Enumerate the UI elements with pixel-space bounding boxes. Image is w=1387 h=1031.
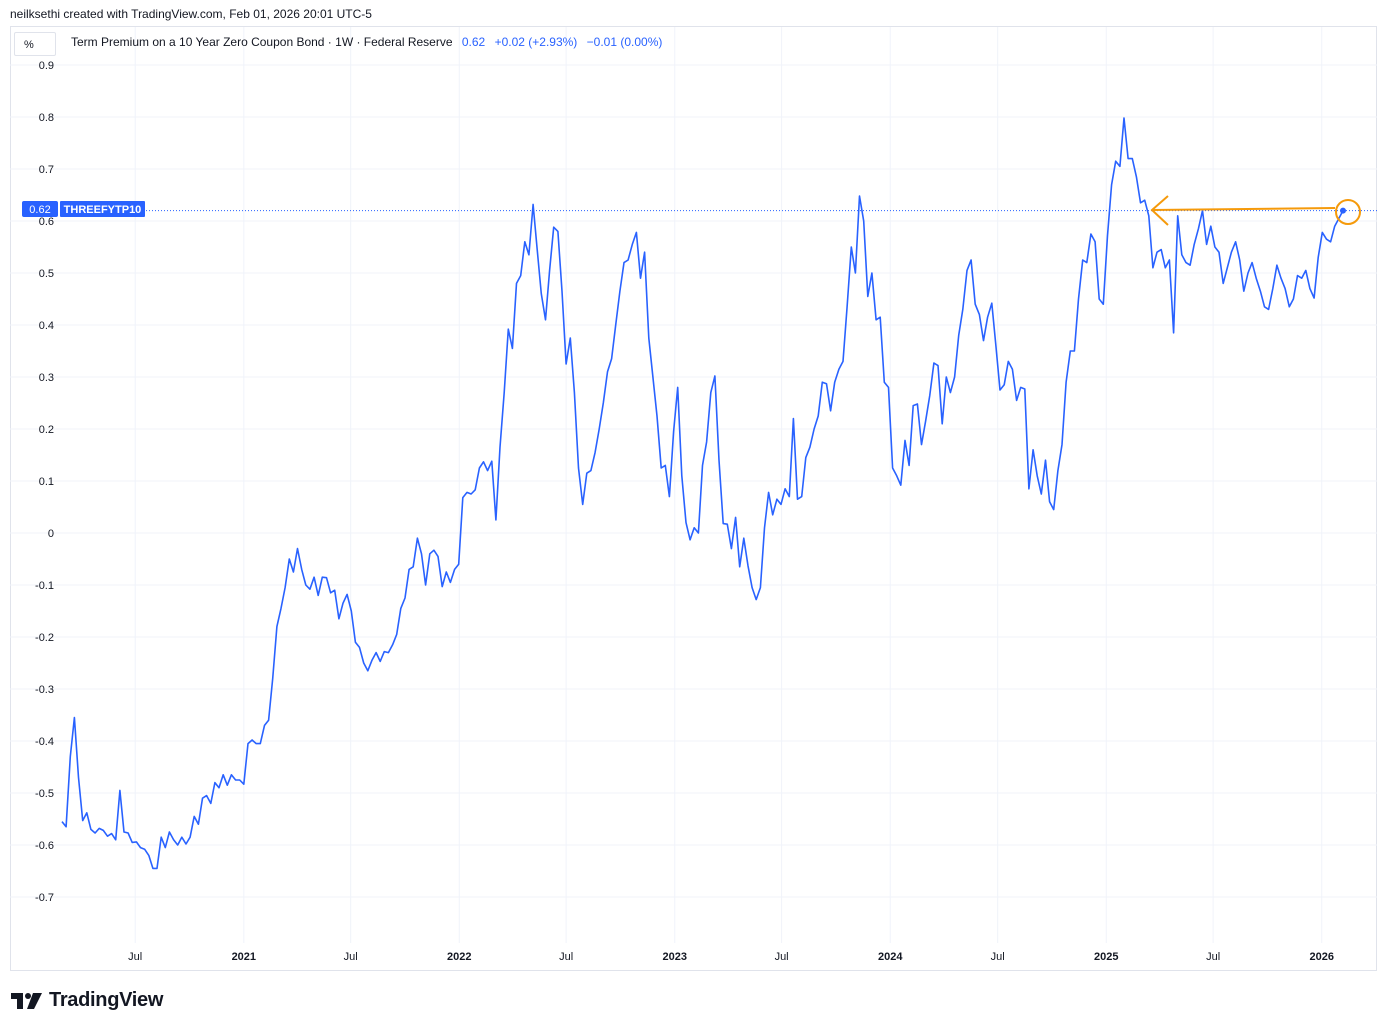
price-tag: 0.62 THREEFYTP10 (22, 201, 145, 217)
chart-credit: neilksethi created with TradingView.com,… (10, 7, 372, 21)
grid (10, 27, 1377, 943)
x-tick-label: Jul (128, 951, 142, 963)
y-tick-label: 0 (48, 528, 54, 540)
price-tag-value: 0.62 (29, 204, 50, 216)
chart-frame (10, 26, 1377, 971)
y-tick-label: 0.8 (39, 112, 54, 124)
annotation-arrow-line (1151, 207, 1336, 211)
y-tick-label: -0.2 (35, 632, 54, 644)
x-tick-label: 2025 (1094, 951, 1118, 963)
series-title: Term Premium on a 10 Year Zero Coupon Bo… (71, 35, 453, 49)
change-value-secondary: −0.01 (0.00%) (586, 35, 663, 49)
y-tick-label: 0.6 (39, 216, 54, 228)
x-tick-label: 2022 (447, 951, 471, 963)
x-axis: Jul 2021 Jul 2022 Jul 2023 Jul 2024 Jul 2025 Jul 20… (128, 951, 1334, 963)
y-tick-label: 0.5 (39, 268, 54, 280)
x-tick-label: 2026 (1310, 951, 1334, 963)
x-tick-label: Jul (344, 951, 358, 963)
y-tick-label: 0.3 (39, 372, 54, 384)
y-tick-label: -0.4 (35, 736, 54, 748)
tradingview-logo-icon (11, 992, 42, 1009)
x-tick-label: Jul (991, 951, 1005, 963)
tradingview-logo-text: TradingView (49, 989, 164, 1011)
last-value: 0.62 (461, 35, 486, 49)
x-tick-label: Jul (1206, 951, 1220, 963)
x-tick-label: Jul (775, 951, 789, 963)
annotation (1150, 195, 1361, 226)
x-tick-label: 2024 (878, 951, 903, 963)
x-tick-label: 2023 (663, 951, 687, 963)
unit-selector[interactable]: % (14, 32, 56, 56)
x-tick-label: 2021 (232, 951, 256, 963)
change-value: +0.02 (+2.93%) (494, 35, 578, 49)
y-tick-label: -0.6 (35, 840, 54, 852)
price-tag-symbol: THREEFYTP10 (64, 204, 142, 216)
y-tick-label: 0.2 (39, 424, 54, 436)
x-tick-label: Jul (559, 951, 573, 963)
y-tick-label: -0.5 (35, 788, 54, 800)
y-tick-label: -0.3 (35, 684, 54, 696)
y-tick-label: 0.4 (39, 320, 54, 332)
annotation-circle (1335, 199, 1361, 225)
y-tick-label: -0.1 (35, 580, 54, 592)
price-tag-symbol-bg (60, 201, 145, 217)
y-tick-label: 0.1 (39, 476, 54, 488)
y-tick-label: 0.9 (39, 60, 54, 72)
annotation-arrow-head (1150, 195, 1169, 226)
series-legend[interactable]: Term Premium on a 10 Year Zero Coupon Bo… (71, 35, 662, 49)
last-value-dot (1340, 207, 1346, 214)
series-line (61, 117, 1344, 870)
price-tag-value-bg (22, 201, 58, 217)
tradingview-logo[interactable]: TradingView (11, 989, 163, 1012)
y-axis: 0.9 0.8 0.7 0.6 0.5 0.4 0.3 0.2 0.1 0 -0.1 -0.2 -0.3… (35, 60, 54, 904)
y-tick-label: 0.7 (39, 164, 54, 176)
y-tick-label: -0.7 (35, 892, 54, 904)
